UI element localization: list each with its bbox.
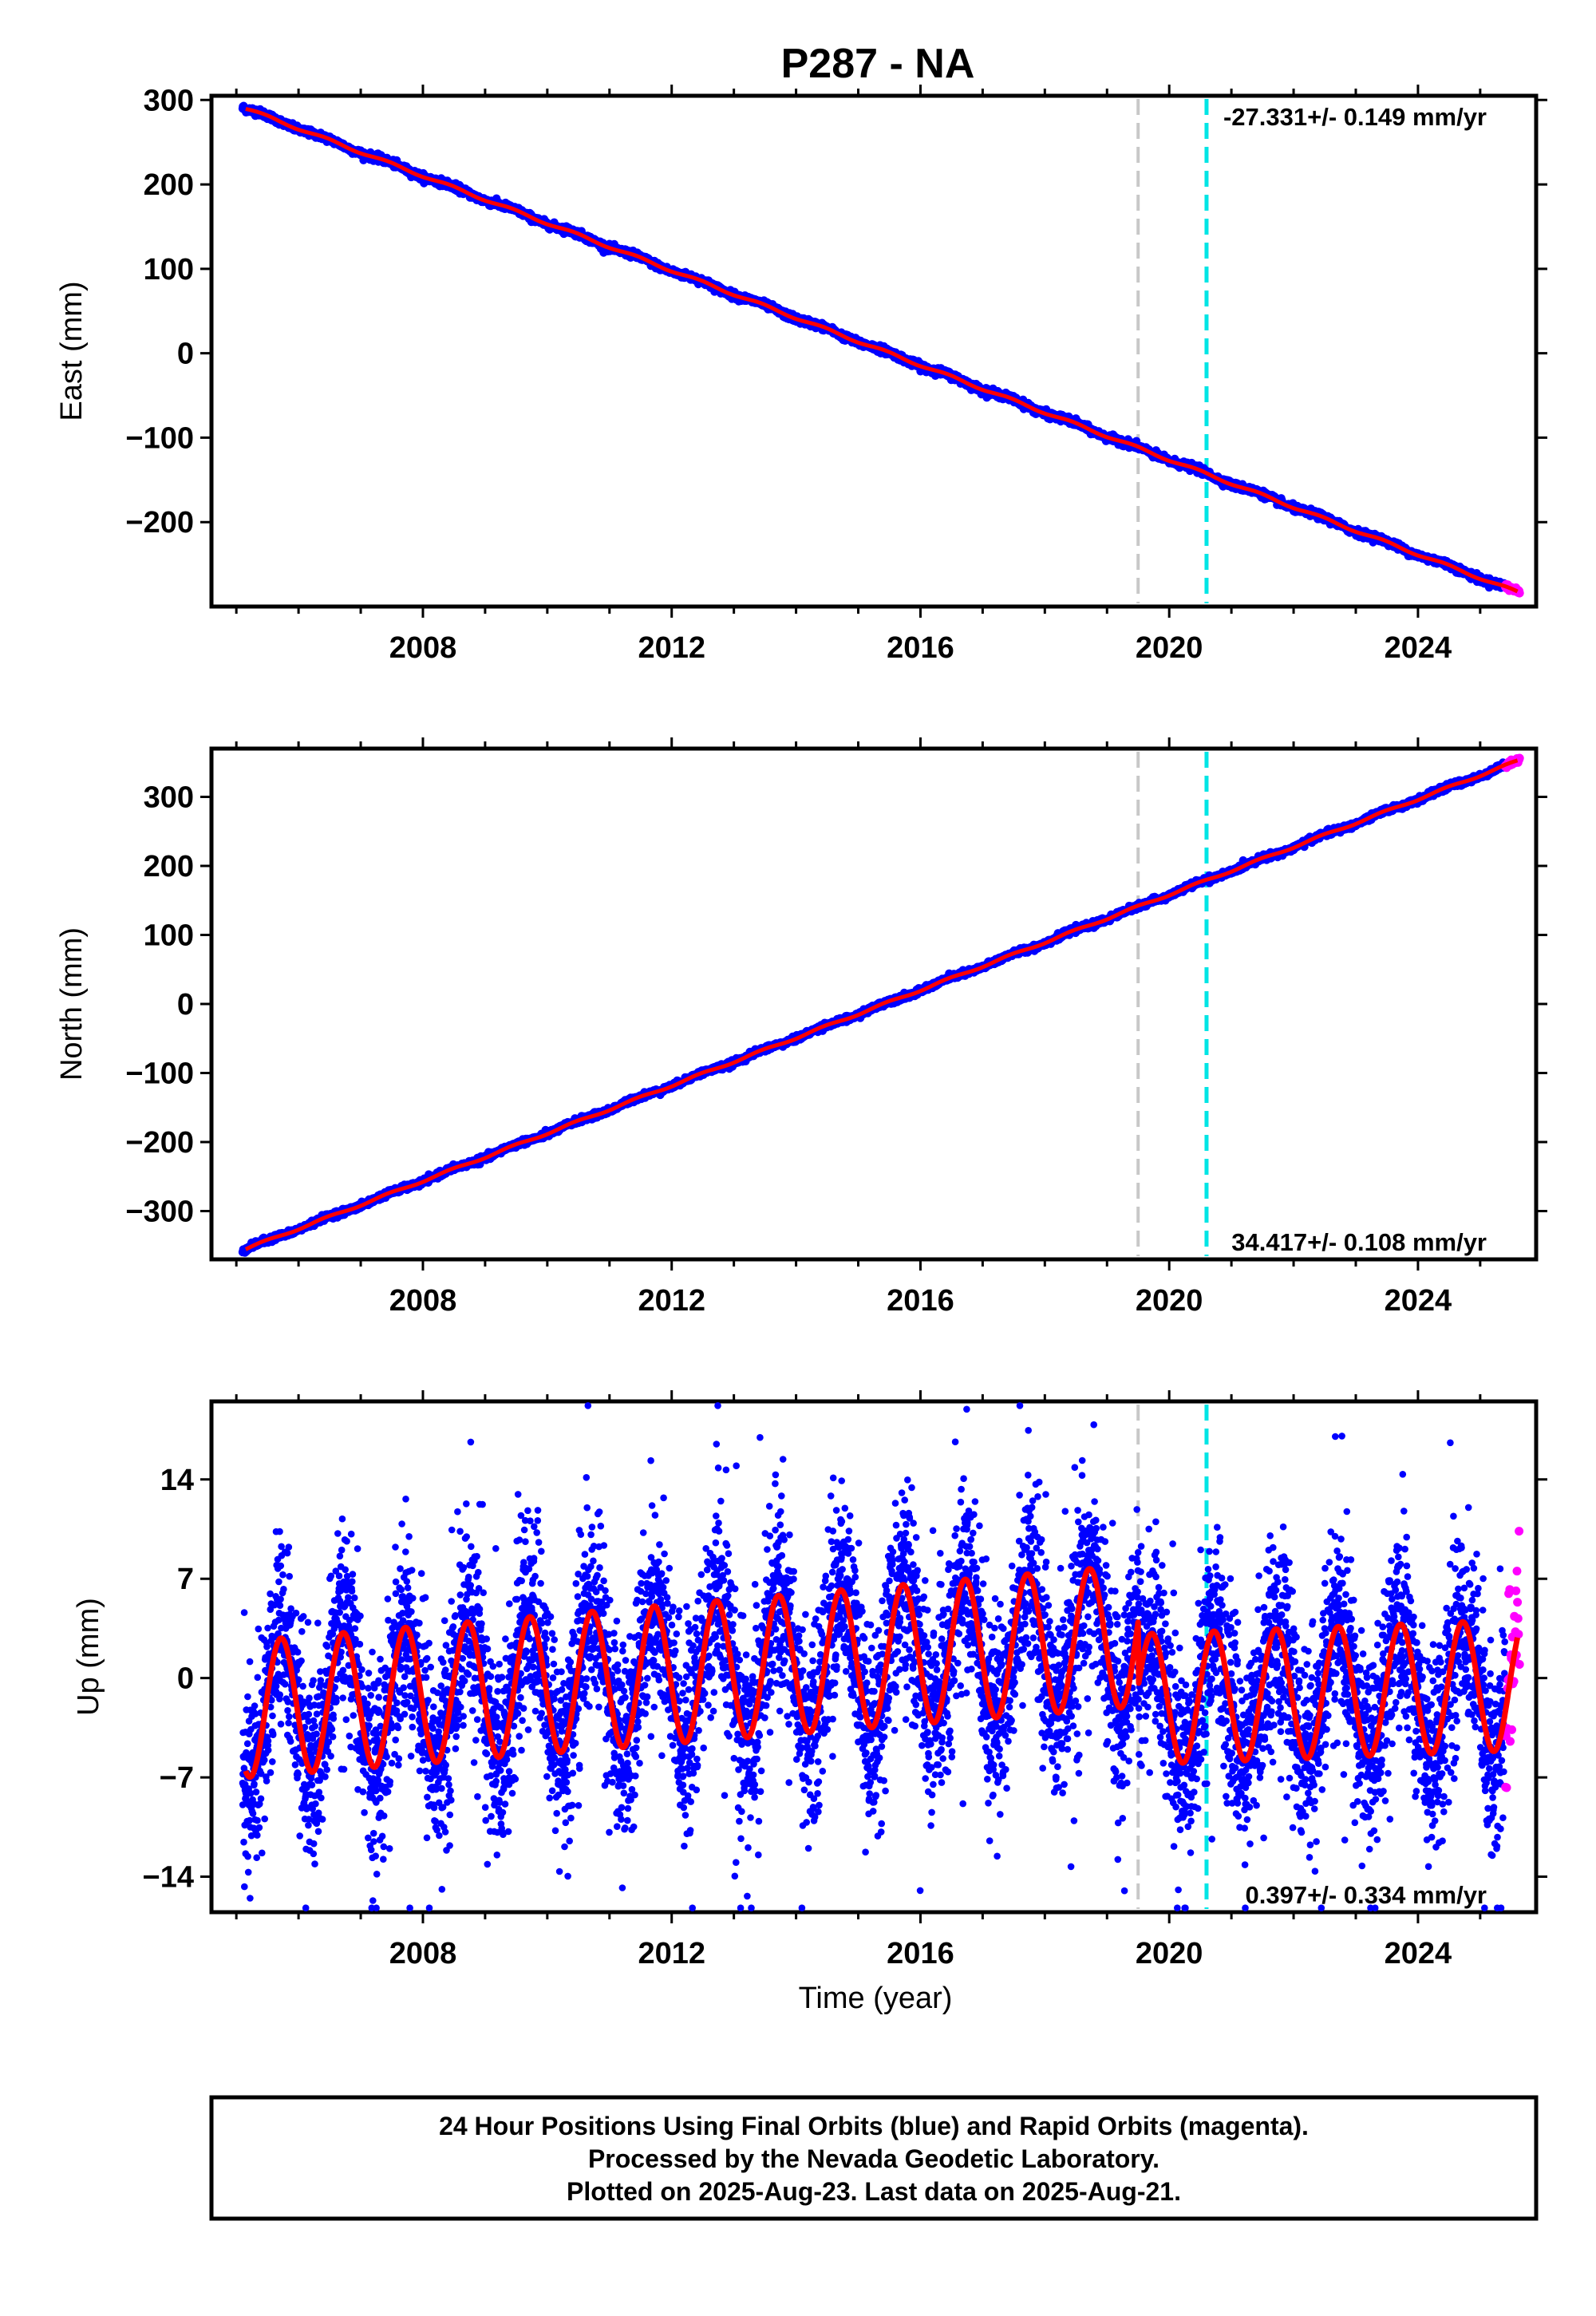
figure-title: P287 - NA	[781, 41, 975, 87]
east-rate-label: -27.331+/- 0.149 mm/yr	[1223, 103, 1487, 131]
north-y-tick-label: 0	[177, 988, 194, 1022]
east-x-tick-label: 2016	[887, 631, 954, 665]
north-x-tick-label: 2008	[389, 1284, 457, 1318]
north-y-tick-label: 100	[144, 919, 194, 953]
east-axis-label: East (mm)	[55, 281, 89, 421]
east-model-fit	[244, 106, 1519, 594]
north-panel: 2008 2012 2016 2020 2024 300 200 100 0 −100 −200 −3…	[55, 737, 1547, 1318]
north-x-tick-label: 2016	[887, 1284, 954, 1318]
east-x-tick-label: 2020	[1136, 631, 1203, 665]
east-y-tick-label: −100	[125, 421, 194, 455]
east-x-tick-label: 2008	[389, 631, 457, 665]
north-y-tick-label: −100	[125, 1057, 194, 1090]
north-y-tick-label: −300	[125, 1195, 194, 1228]
north-x-tick-label: 2024	[1385, 1284, 1452, 1318]
north-x-tick-label: 2020	[1136, 1284, 1203, 1318]
north-y-tick-label: −200	[125, 1126, 194, 1160]
east-y-tick-label: 100	[144, 253, 194, 287]
north-y-tick-label: 200	[144, 850, 194, 883]
east-fit-line	[244, 106, 1519, 594]
east-y-tick-label: 300	[144, 84, 194, 117]
east-x-tick-label: 2024	[1385, 631, 1452, 665]
north-x-tick-label: 2012	[638, 1284, 705, 1318]
east-y-tick-label: 0	[177, 338, 194, 371]
east-panel: 2008 2012 2016 2020 2024 300 200 100 0 −100 −200 E…	[55, 84, 1547, 665]
east-y-tick-label: −200	[125, 506, 194, 539]
east-tick-marks	[200, 85, 1547, 618]
north-y-tick-label: 300	[144, 781, 194, 815]
east-y-tick-label: 200	[144, 168, 194, 202]
east-x-tick-label: 2012	[638, 631, 705, 665]
east-plot-frame	[209, 93, 1539, 609]
